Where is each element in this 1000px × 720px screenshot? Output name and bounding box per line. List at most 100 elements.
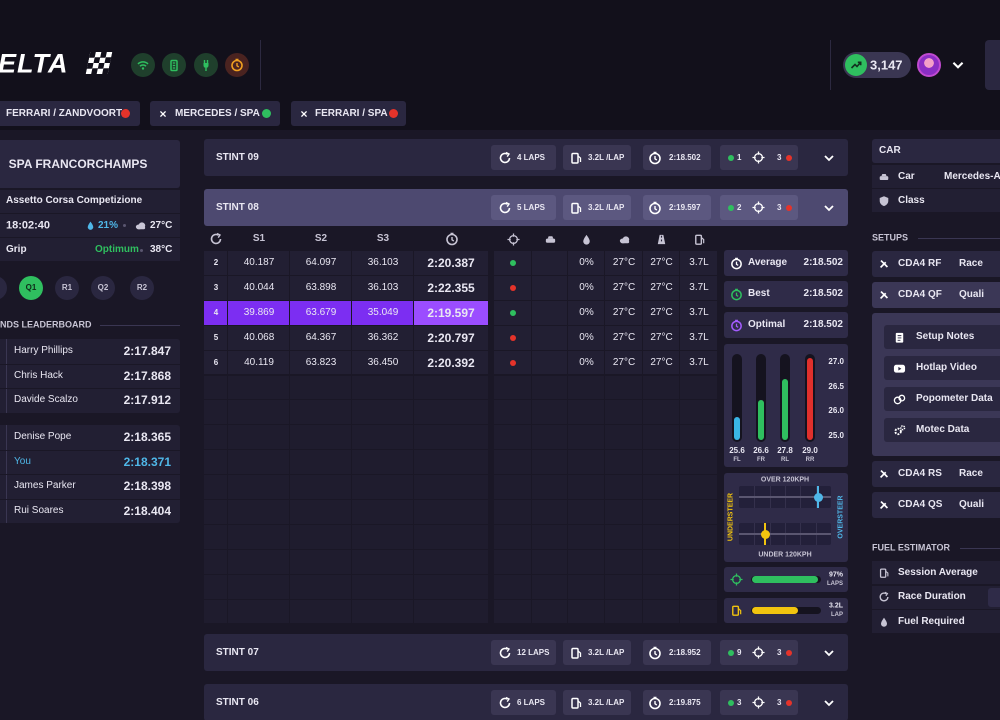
- lap-time: 2:20.387: [427, 256, 475, 271]
- setup-type[interactable]: Race: [959, 468, 983, 479]
- tab[interactable]: [291, 101, 406, 126]
- laps-icon: [499, 696, 511, 708]
- session-pill-label[interactable]: R2: [136, 283, 148, 292]
- row-separator: [0, 388, 180, 389]
- lap-cell: [204, 350, 227, 375]
- session-pill-label[interactable]: Q1: [25, 283, 37, 292]
- session-pill[interactable]: [19, 276, 43, 300]
- empty-cell: [605, 524, 642, 549]
- valid-laps: 9: [737, 647, 742, 657]
- setup-item[interactable]: [872, 282, 1000, 308]
- session-pill[interactable]: [91, 276, 115, 300]
- valid-dot: [728, 204, 734, 211]
- session-pill-label[interactable]: Q2: [97, 283, 109, 292]
- expand[interactable]: [822, 696, 836, 710]
- stint-title: STINT 07: [216, 646, 259, 658]
- empty-cell: [414, 599, 488, 624]
- tab[interactable]: [150, 101, 280, 126]
- sector-time: 40.068: [243, 332, 275, 344]
- setup-item[interactable]: [872, 461, 1000, 487]
- setup-type[interactable]: Race: [959, 258, 983, 269]
- setup-action[interactable]: [884, 418, 1000, 442]
- pressure-value: 29.0: [802, 446, 818, 455]
- setup-item[interactable]: [872, 251, 1000, 277]
- empty-cell: [204, 549, 227, 574]
- sector-time: 36.362: [367, 332, 399, 344]
- setup-type[interactable]: Quali: [959, 289, 985, 300]
- lap-number: 2: [213, 258, 219, 268]
- empty-cell: [494, 425, 531, 450]
- car-icon: [879, 195, 889, 206]
- tab-status: [261, 109, 271, 118]
- session-pill[interactable]: [0, 276, 7, 300]
- empty-cell: [605, 500, 642, 524]
- avatar[interactable]: [917, 53, 941, 77]
- setup-type[interactable]: Quali: [959, 499, 985, 510]
- humidity: 21%: [98, 219, 119, 231]
- stint-best: 2:18.502: [669, 152, 701, 162]
- stint-chip: [491, 195, 556, 220]
- expand[interactable]: [822, 201, 836, 215]
- session-row: [0, 238, 180, 261]
- lap-time: 2:20.392: [427, 356, 475, 371]
- sector-time: 36.103: [367, 282, 399, 294]
- setup-name[interactable]: CDA4 RS: [898, 468, 942, 479]
- balance-side: UNDERSTEER: [727, 492, 735, 542]
- lap-track: 27°C: [650, 282, 673, 294]
- lap-cell: [414, 275, 488, 300]
- fuel-bar-value: 97%: [828, 571, 843, 579]
- empty-cell: [532, 599, 567, 624]
- session-pill[interactable]: [55, 276, 79, 300]
- lap-cell: [605, 300, 642, 325]
- laps-icon: [499, 151, 511, 163]
- account-menu[interactable]: [950, 57, 966, 73]
- lap-cell: [228, 275, 289, 300]
- estimator-icon: [879, 568, 889, 578]
- driver-time: 2:18.404: [123, 503, 171, 518]
- setup-action[interactable]: [884, 325, 1000, 349]
- status-icon: [203, 60, 209, 71]
- empty-cell: [532, 375, 567, 400]
- header-icon: [657, 234, 666, 244]
- tab[interactable]: [0, 101, 140, 126]
- setup-name[interactable]: CDA4 QF: [898, 289, 942, 300]
- action-label[interactable]: Hotlap Video: [916, 362, 977, 373]
- stint-chip: [491, 640, 556, 665]
- empty-cell: [568, 524, 604, 549]
- empty-cell: [643, 475, 679, 499]
- leaderboard-card: [0, 339, 180, 413]
- lap-cell: [605, 275, 642, 300]
- lap-cell: [643, 275, 679, 300]
- session-pill-label[interactable]: R1: [61, 283, 73, 292]
- car-label: Car: [898, 170, 915, 182]
- setup-name[interactable]: CDA4 RF: [898, 258, 942, 269]
- tab-close: [300, 110, 308, 117]
- lap-cell: [414, 350, 488, 375]
- grip: Optimum: [95, 244, 139, 255]
- empty-cell: [414, 475, 488, 499]
- stint-fuel: 3.2L /LAP: [588, 647, 625, 657]
- stint-title: STINT 06: [216, 696, 259, 708]
- empty-cell: [290, 450, 351, 475]
- expand[interactable]: [822, 151, 836, 165]
- action-label[interactable]: Popometer Data: [916, 393, 993, 404]
- empty-cell: [228, 599, 289, 624]
- action-label[interactable]: Setup Notes: [916, 331, 975, 342]
- fuel-estimator-title: FUEL ESTIMATOR: [872, 542, 951, 553]
- estimator-label: Race Duration: [898, 591, 966, 602]
- empty-cell: [414, 524, 488, 549]
- expand[interactable]: [822, 646, 836, 660]
- car-row: [872, 165, 1000, 188]
- action-icon: [895, 332, 903, 343]
- session-pill[interactable]: [130, 276, 154, 300]
- action-icon: [893, 364, 905, 373]
- setup-item[interactable]: [872, 492, 1000, 518]
- pressure-value: 26.6: [753, 446, 769, 455]
- summary-card: [724, 281, 848, 307]
- points-icon: [850, 61, 862, 69]
- stint-laps: 4 LAPS: [517, 152, 546, 162]
- action-label[interactable]: Motec Data: [916, 424, 970, 435]
- setup-name[interactable]: CDA4 QS: [898, 499, 943, 510]
- estimator-icon: [881, 617, 887, 627]
- estimator-input[interactable]: [988, 587, 1000, 607]
